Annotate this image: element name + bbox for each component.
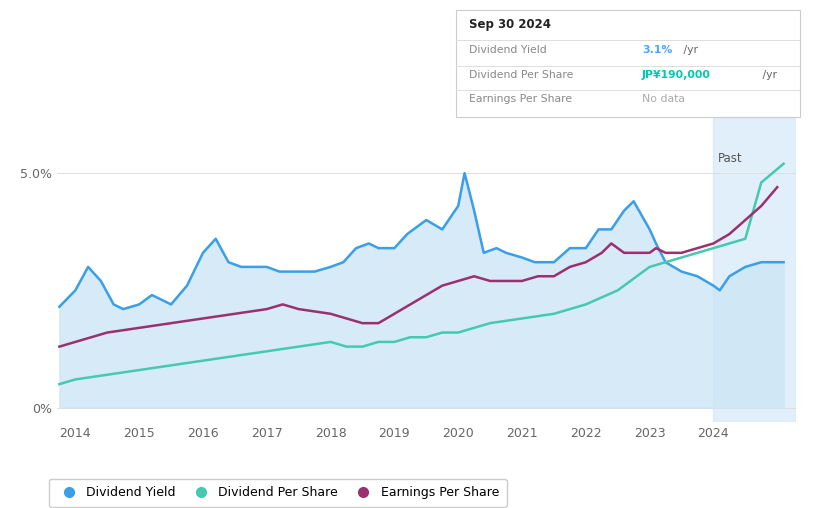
Text: 3.1%: 3.1% xyxy=(642,45,672,55)
Text: /yr: /yr xyxy=(680,45,698,55)
Legend: Dividend Yield, Dividend Per Share, Earnings Per Share: Dividend Yield, Dividend Per Share, Earn… xyxy=(49,479,507,507)
Text: Earnings Per Share: Earnings Per Share xyxy=(470,94,572,105)
Text: JP¥190,000: JP¥190,000 xyxy=(642,70,711,80)
Bar xyxy=(713,117,796,422)
Text: Dividend Yield: Dividend Yield xyxy=(470,45,548,55)
Text: No data: No data xyxy=(642,94,685,105)
Text: Dividend Per Share: Dividend Per Share xyxy=(470,70,574,80)
Text: /yr: /yr xyxy=(759,70,777,80)
Text: Past: Past xyxy=(718,152,742,165)
Text: Sep 30 2024: Sep 30 2024 xyxy=(470,18,552,30)
FancyBboxPatch shape xyxy=(456,10,800,117)
